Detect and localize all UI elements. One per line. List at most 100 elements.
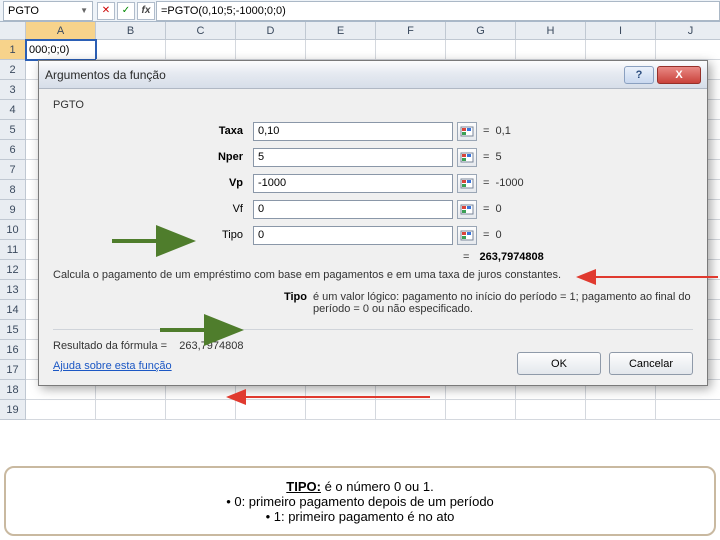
ok-button[interactable]: OK xyxy=(517,352,601,375)
cell[interactable] xyxy=(306,400,376,420)
help-link[interactable]: Ajuda sobre esta função xyxy=(53,360,172,372)
function-name: PGTO xyxy=(53,99,693,111)
row-header[interactable]: 13 xyxy=(0,280,26,300)
row-header[interactable]: 6 xyxy=(0,140,26,160)
argument-input[interactable] xyxy=(253,226,453,245)
cell[interactable] xyxy=(516,40,586,60)
name-box[interactable]: PGTO ▼ xyxy=(3,1,93,21)
row-header[interactable]: 17 xyxy=(0,360,26,380)
cell[interactable] xyxy=(586,400,656,420)
argument-evaluated: = -1000 xyxy=(483,177,524,189)
cell[interactable] xyxy=(376,40,446,60)
argument-evaluated: = 0 xyxy=(483,229,502,241)
row-header[interactable]: 12 xyxy=(0,260,26,280)
row-header[interactable]: 1 xyxy=(0,40,26,60)
cell[interactable] xyxy=(656,40,720,60)
argument-evaluated: = 0 xyxy=(483,203,502,215)
column-header[interactable]: G xyxy=(446,22,516,40)
column-header[interactable]: H xyxy=(516,22,586,40)
inline-result-row: = 263,7974808 xyxy=(53,251,693,263)
argument-input[interactable] xyxy=(253,122,453,141)
formula-result: Resultado da fórmula = 263,7974808 xyxy=(53,340,693,352)
argument-label: Vp xyxy=(53,177,253,189)
argument-input[interactable] xyxy=(253,200,453,219)
row-header[interactable]: 4 xyxy=(0,100,26,120)
row-header[interactable]: 2 xyxy=(0,60,26,80)
row-header[interactable]: 11 xyxy=(0,240,26,260)
argument-input[interactable] xyxy=(253,148,453,167)
argument-label: Taxa xyxy=(53,125,253,137)
row-header[interactable]: 7 xyxy=(0,160,26,180)
column-header[interactable]: C xyxy=(166,22,236,40)
dialog-title: Argumentos da função xyxy=(45,68,621,82)
column-header[interactable]: I xyxy=(586,22,656,40)
cell[interactable] xyxy=(26,400,96,420)
argument-evaluated: = 0,1 xyxy=(483,125,511,137)
row-header[interactable]: 3 xyxy=(0,80,26,100)
row-header[interactable]: 18 xyxy=(0,380,26,400)
argument-evaluated: = 5 xyxy=(483,151,502,163)
cell[interactable] xyxy=(166,400,236,420)
formula-input[interactable]: =PGTO(0,10;5;-1000;0;0) xyxy=(156,1,720,21)
argument-row: Vf = 0 xyxy=(53,197,693,221)
cell[interactable] xyxy=(656,400,720,420)
cell[interactable] xyxy=(446,400,516,420)
formula-result-label: Resultado da fórmula = xyxy=(53,340,167,352)
cell[interactable] xyxy=(516,400,586,420)
range-picker-icon[interactable] xyxy=(457,148,477,167)
range-picker-icon[interactable] xyxy=(457,174,477,193)
argument-row: Nper= 5 xyxy=(53,145,693,169)
chevron-down-icon[interactable]: ▼ xyxy=(80,6,88,15)
function-description: Calcula o pagamento de um empréstimo com… xyxy=(53,269,693,281)
cell[interactable] xyxy=(306,40,376,60)
function-arguments-dialog: Argumentos da função ? X PGTO Taxa = 0,1 N… xyxy=(38,60,708,386)
row-header[interactable]: 5 xyxy=(0,120,26,140)
select-all-corner[interactable] xyxy=(0,22,26,40)
accept-formula-button[interactable]: ✓ xyxy=(117,2,135,20)
range-picker-icon[interactable] xyxy=(457,200,477,219)
help-button[interactable]: ? xyxy=(624,66,654,84)
column-header[interactable]: B xyxy=(96,22,166,40)
caption-line-1: TIPO: é o número 0 ou 1. xyxy=(286,479,433,494)
name-box-value: PGTO xyxy=(8,5,39,17)
column-header[interactable]: F xyxy=(376,22,446,40)
range-picker-icon[interactable] xyxy=(457,122,477,141)
row-header[interactable]: 19 xyxy=(0,400,26,420)
row-header[interactable]: 14 xyxy=(0,300,26,320)
cell[interactable]: 000;0;0) xyxy=(26,40,96,60)
row-header[interactable]: 8 xyxy=(0,180,26,200)
row-header[interactable]: 16 xyxy=(0,340,26,360)
cell[interactable] xyxy=(236,40,306,60)
argument-input[interactable] xyxy=(253,174,453,193)
formula-bar: PGTO ▼ ✕ ✓ fx =PGTO(0,10;5;-1000;0;0) xyxy=(0,0,720,22)
row-header[interactable]: 10 xyxy=(0,220,26,240)
caption-line-3: • 1: primeiro pagamento é no ato xyxy=(266,509,455,524)
cell[interactable] xyxy=(236,400,306,420)
formula-result-value: 263,7974808 xyxy=(179,340,243,352)
cell[interactable] xyxy=(446,40,516,60)
equals-label: = xyxy=(463,251,476,263)
row-headers: 12345678910111213141516171819 xyxy=(0,40,26,420)
row-header[interactable]: 15 xyxy=(0,320,26,340)
close-button[interactable]: X xyxy=(657,66,701,84)
cell[interactable] xyxy=(586,40,656,60)
argument-help-text: é um valor lógico: pagamento no início d… xyxy=(313,291,693,315)
cell[interactable] xyxy=(96,40,166,60)
column-header[interactable]: A xyxy=(26,22,96,40)
range-picker-icon[interactable] xyxy=(457,226,477,245)
cell[interactable] xyxy=(96,400,166,420)
column-header[interactable]: E xyxy=(306,22,376,40)
cancel-button[interactable]: Cancelar xyxy=(609,352,693,375)
cell[interactable] xyxy=(376,400,446,420)
column-header[interactable]: J xyxy=(656,22,720,40)
argument-label: Vf xyxy=(53,203,253,215)
inline-result-value: 263,7974808 xyxy=(480,251,544,263)
fx-icon[interactable]: fx xyxy=(137,2,155,20)
formula-text: =PGTO(0,10;5;-1000;0;0) xyxy=(161,5,286,17)
row-header[interactable]: 9 xyxy=(0,200,26,220)
column-header[interactable]: D xyxy=(236,22,306,40)
argument-row: Taxa = 0,1 xyxy=(53,119,693,143)
cancel-formula-button[interactable]: ✕ xyxy=(97,2,115,20)
cell[interactable] xyxy=(166,40,236,60)
dialog-titlebar[interactable]: Argumentos da função ? X xyxy=(39,61,707,89)
